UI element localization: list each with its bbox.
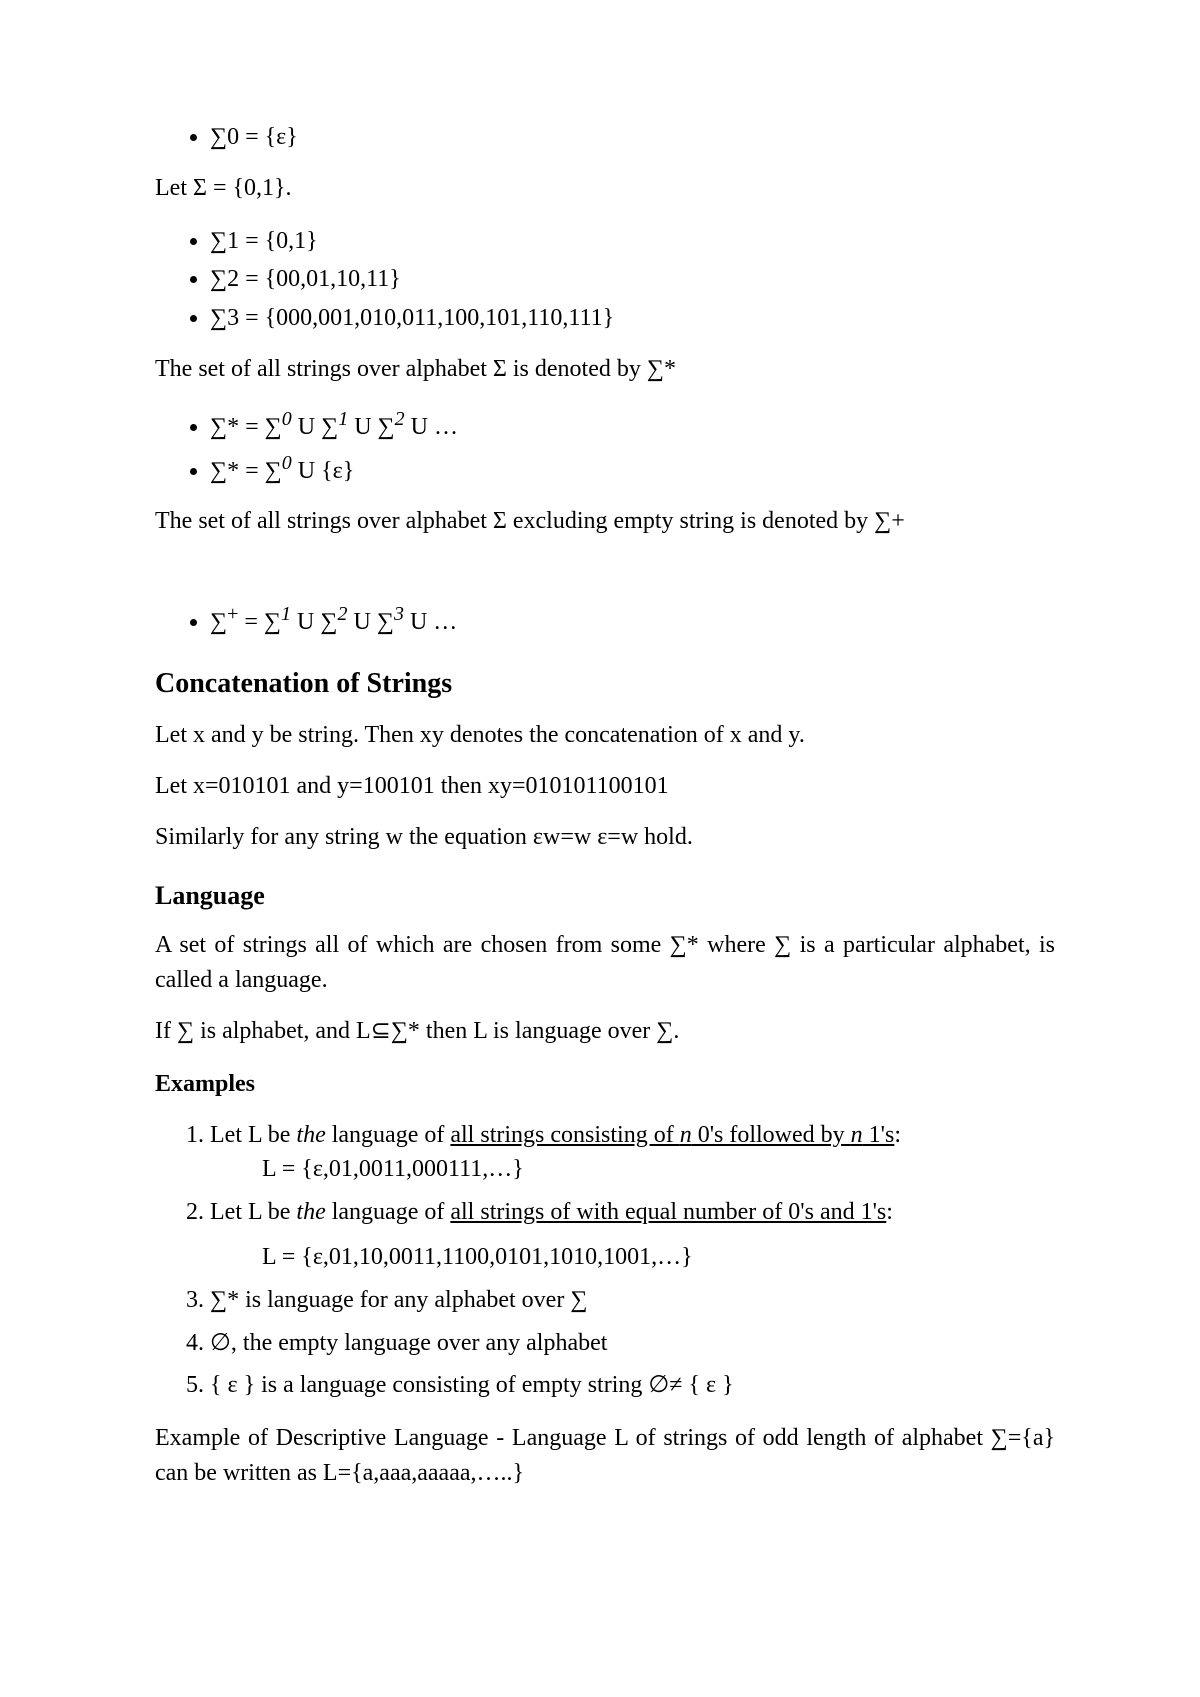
text-italic: n [680,1122,692,1148]
paragraph-concat-def: Let x and y be string. Then xy denotes t… [155,718,1055,753]
text: Let L be [210,1122,296,1148]
list-item: ∑1 = {0,1} [210,222,1055,261]
text-italic: n [851,1122,863,1148]
bullet-list-sigma0: ∑0 = {ε} [155,118,1055,157]
text-underline: 1's [863,1122,895,1148]
list-item: ∑+ = ∑1 U ∑2 U ∑3 U … [210,598,1055,642]
paragraph-descriptive-language: Example of Descriptive Language - Langua… [155,1421,1055,1491]
example-item-1: Let L be the language of all strings con… [210,1114,1055,1192]
text: Let L be [210,1199,296,1225]
paragraph-language-subset: If ∑ is alphabet, and L⊆∑* then L is lan… [155,1014,1055,1049]
examples-list: Let L be the language of all strings con… [155,1114,1055,1408]
text: ∑ [210,609,227,635]
bullet-list-sigma-plus: ∑+ = ∑1 U ∑2 U ∑3 U … [155,598,1055,642]
bullet-list-sigma-powers: ∑1 = {0,1} ∑2 = {00,01,10,11} ∑3 = {000,… [155,222,1055,338]
superscript: 0 [282,408,292,430]
text-italic: the [296,1199,325,1225]
list-item: ∑2 = {00,01,10,11} [210,260,1055,299]
heading-language: Language [155,877,1055,915]
text: U … [405,414,458,440]
text: = ∑ [238,609,281,635]
superscript: 2 [338,603,348,625]
text-italic: the [296,1122,325,1148]
text: : [894,1122,901,1148]
list-item: ∑3 = {000,001,010,011,100,101,110,111} [210,299,1055,338]
superscript: + [227,603,238,625]
paragraph-concat-epsilon: Similarly for any string w the equation … [155,820,1055,855]
heading-examples: Examples [155,1067,1055,1102]
example-item-4: ∅, the empty language over any alphabet [210,1322,1055,1365]
text: U ∑ [348,609,394,635]
superscript: 1 [281,603,291,625]
list-item: ∑* = ∑0 U ∑1 U ∑2 U … [210,403,1055,447]
text: ∑* = ∑ [210,414,282,440]
document-page: ∑0 = {ε} Let Σ = {0,1}. ∑1 = {0,1} ∑2 = … [0,0,1200,1697]
text: U … [404,609,457,635]
example-item-5: { ε } is a language consisting of empty … [210,1364,1055,1407]
bullet-list-sigma-star: ∑* = ∑0 U ∑1 U ∑2 U … ∑* = ∑0 U {ε} [155,403,1055,491]
paragraph-let-sigma: Let Σ = {0,1}. [155,171,1055,206]
example-1-set: L = {ε,01,0011,000111,…} [210,1152,1055,1187]
text: U ∑ [291,609,337,635]
paragraph-concat-example: Let x=010101 and y=100101 then xy=010101… [155,769,1055,804]
text: : [886,1199,893,1225]
superscript: 0 [282,452,292,474]
example-item-2: Let L be the language of all strings of … [210,1191,1055,1279]
example-item-3: ∑* is language for any alphabet over ∑ [210,1279,1055,1322]
list-item: ∑* = ∑0 U {ε} [210,447,1055,491]
text: language of [326,1122,451,1148]
text-underline: 0's followed by [692,1122,851,1148]
text-underline: all strings of with equal number of 0's … [450,1199,886,1225]
paragraph-language-def: A set of strings all of which are chosen… [155,928,1055,998]
text: U ∑ [292,414,338,440]
text: U ∑ [348,414,394,440]
example-2-set: L = {ε,01,10,0011,1100,0101,1010,1001,…} [210,1240,1055,1275]
superscript: 3 [394,603,404,625]
text-underline: all strings consisting of [450,1122,679,1148]
text: language of [326,1199,451,1225]
superscript: 2 [395,408,405,430]
superscript: 1 [338,408,348,430]
paragraph-sigma-star: The set of all strings over alphabet Σ i… [155,352,1055,387]
list-item: ∑0 = {ε} [210,118,1055,157]
paragraph-sigma-plus: The set of all strings over alphabet Σ e… [155,504,1055,539]
text: ∑* = ∑ [210,458,282,484]
heading-concatenation: Concatenation of Strings [155,664,1055,705]
text: U {ε} [292,458,354,484]
